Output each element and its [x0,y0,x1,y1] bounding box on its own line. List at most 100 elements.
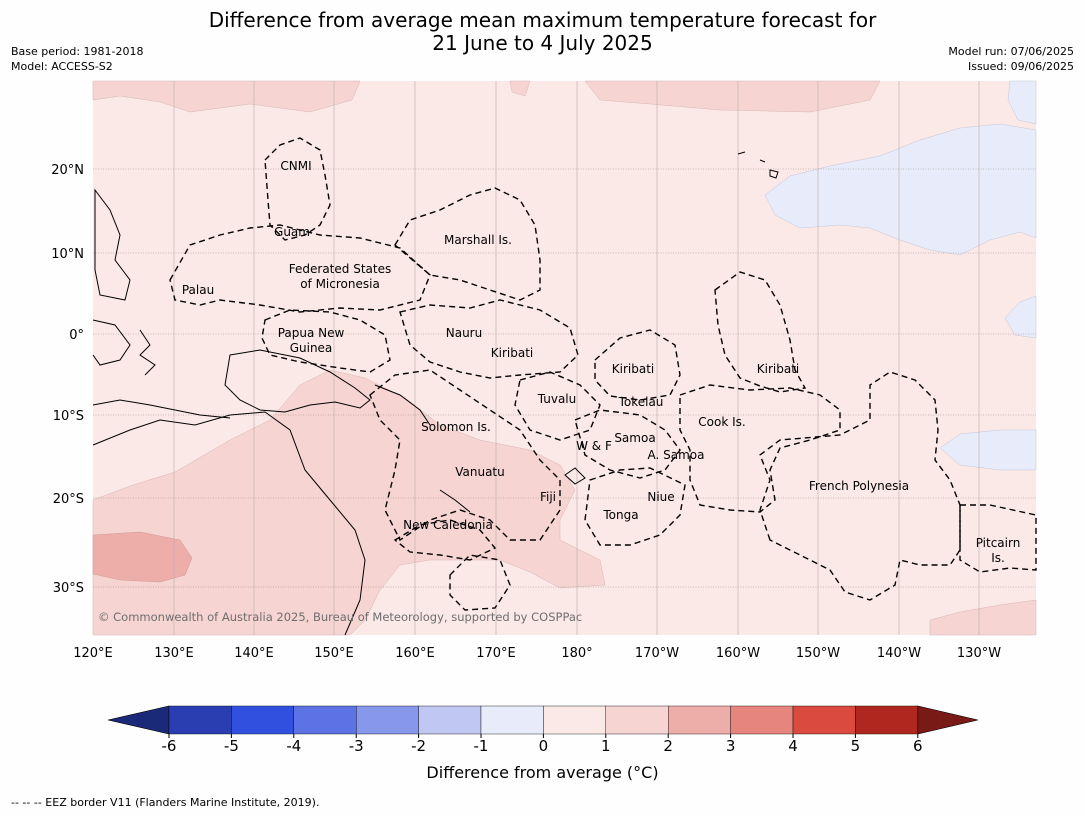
cool-region-east [1004,295,1037,339]
colorbar-bin [293,705,357,735]
colorbar [107,705,979,738]
colorbar-tick-label: -2 [411,737,426,755]
region-label: W & F [576,439,612,453]
colorbar-bin [231,705,294,735]
model-run: Model run: 07/06/2025 [948,45,1074,58]
anomaly-region-warm-patch [92,531,193,583]
region-label: Niue [647,490,674,504]
eez-french-polynesia [759,371,961,601]
colorbar-bin [855,705,919,735]
anomaly-region-northeast [584,80,881,113]
coastline-borneo [92,319,131,366]
lon-tick-label: 150°E [314,646,354,661]
colorbar-tick-label: -4 [286,737,301,755]
region-label: Vanuatu [455,465,505,479]
region-label: Guinea [290,341,333,355]
colorbar-extend-low [107,705,170,735]
colorbar-bin [168,705,232,735]
lon-tick-label: 130°W [957,646,1001,661]
colorbar-tick-label: 3 [726,737,736,755]
region-label: Guam [274,225,310,239]
region-label: New Caledonia [403,518,493,532]
title-line-2: 21 June to 4 July 2025 [432,31,653,55]
colorbar-tick-label: 4 [788,737,798,755]
title-line-1: Difference from average mean maximum tem… [208,8,877,32]
region-label: Kiribati [757,362,799,376]
lon-tick-label: 170°W [635,646,679,661]
region-label: Tuvalu [537,392,577,406]
meta-right: Model run: 07/06/2025 Issued: 09/06/2025 [948,44,1074,74]
colorbar-bin [543,705,607,735]
lat-tick-label: 20°S [53,492,84,507]
eez-marshall [394,187,541,301]
colorbar-tick-label: -5 [224,737,239,755]
eez-borders [169,137,1037,611]
eez-png [261,309,391,373]
region-label: Fiji [540,490,556,504]
region-label: French Polynesia [809,479,909,493]
lon-tick-label: 120°E [73,646,113,661]
colorbar-bin [356,705,419,735]
region-label: Tonga [602,508,638,522]
region-label: Palau [182,283,214,297]
lat-tick-label: 10°N [51,247,84,262]
lat-tick-label: 0° [69,328,84,343]
issued-date: Issued: 09/06/2025 [967,60,1074,73]
colorbar-tick-label: 0 [539,737,549,755]
region-label: Kiribati [612,362,654,376]
coastlines [92,151,779,636]
lon-tick-label: 140°W [877,646,921,661]
region-label: Marshall Is. [444,233,512,247]
colorbar-bin [605,705,669,735]
colorbar-tick-label: 6 [913,737,923,755]
colorbar-bin [792,705,856,735]
region-label: Cook Is. [698,415,745,429]
region-label: Samoa [614,431,655,445]
lon-tick-label: 130°E [154,646,194,661]
region-label: Solomon Is. [421,420,491,434]
region-label: Nauru [446,326,482,340]
region-label: CNMI [280,159,311,173]
colorbar-tick-label: -6 [162,737,177,755]
coastline-australia [92,411,366,636]
model-name: Model: ACCESS-S2 [11,60,113,73]
eez-cnmi-guam [264,137,331,241]
colorbar-extend-high [917,705,979,735]
coastline-solomons [374,384,431,426]
gridlines [93,81,1036,635]
colorbar-tick-label: -1 [474,737,489,755]
colorbar-tick-label: 2 [663,737,673,755]
region-label: Federated States [289,262,391,276]
anomaly-region-north [92,80,361,113]
eez-tuvalu-tokelau [514,371,601,441]
region-label: of Micronesia [300,277,380,291]
colorbar-tick-labels: -6 -5 -4 -3 -2 -1 0 1 2 3 4 5 6 [162,737,923,755]
coastline-hawaii [737,151,779,179]
colorbar-bin [480,705,544,735]
region-label: Pitcairn [976,536,1021,550]
eez-samoa-wallis [574,409,681,479]
colorbar-bin [730,705,794,735]
lon-tick-label: 160°E [395,646,435,661]
lon-tick-label: 140°E [234,646,274,661]
meta-left: Base period: 1981-2018 Model: ACCESS-S2 [11,44,143,74]
colorbar-tick-label: 5 [851,737,861,755]
eez-cook [679,384,841,513]
eez-lord-howe [449,554,511,611]
eez-pitcairn [959,504,1037,573]
lon-tick-label: 180° [561,646,592,661]
lon-tick-label: 160°W [716,646,760,661]
latitude-tick-labels: 20°N 10°N 0° 10°S 20°S 30°S [51,163,84,596]
eez-kiribati-line [714,271,807,393]
colorbar-tick-label: -3 [349,737,364,755]
region-label: Kiribati [491,346,533,360]
eez-tonga-niue [584,467,686,546]
eez-kiribati-phoenix [594,329,681,401]
cool-region-southeast [939,429,1037,471]
region-label: A. Samoa [648,448,705,462]
lat-tick-label: 20°N [51,163,84,178]
colorbar-bin [418,705,482,735]
eez-solomon-vanuatu [369,369,561,542]
